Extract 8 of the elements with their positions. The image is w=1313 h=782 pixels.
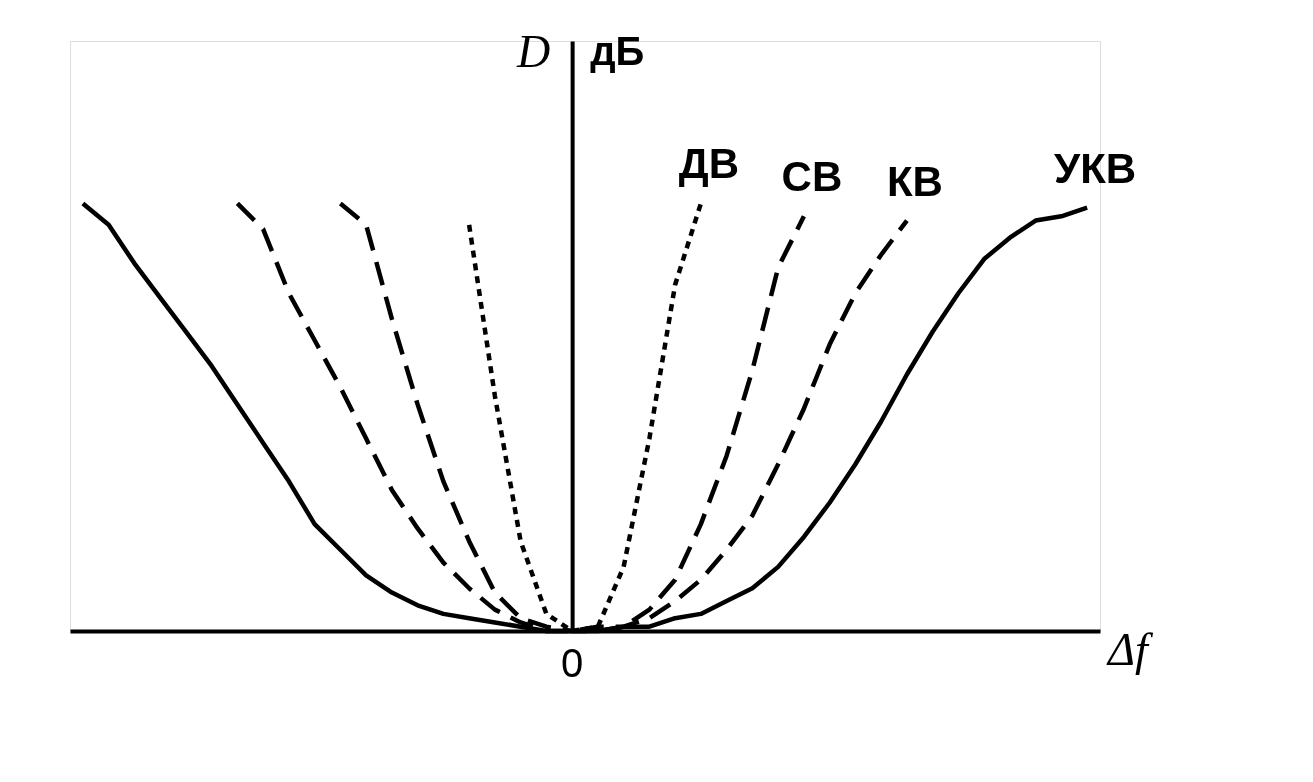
series-label: СВ <box>781 153 843 201</box>
y-axis-title: D <box>515 26 551 77</box>
text: 0 <box>561 641 584 685</box>
series-label: ДВ <box>678 140 740 188</box>
series-label: КВ <box>886 157 943 205</box>
text: дБ <box>590 29 645 73</box>
series-label: УКВ <box>1054 144 1137 192</box>
x-axis-title: Δf <box>1106 624 1154 675</box>
